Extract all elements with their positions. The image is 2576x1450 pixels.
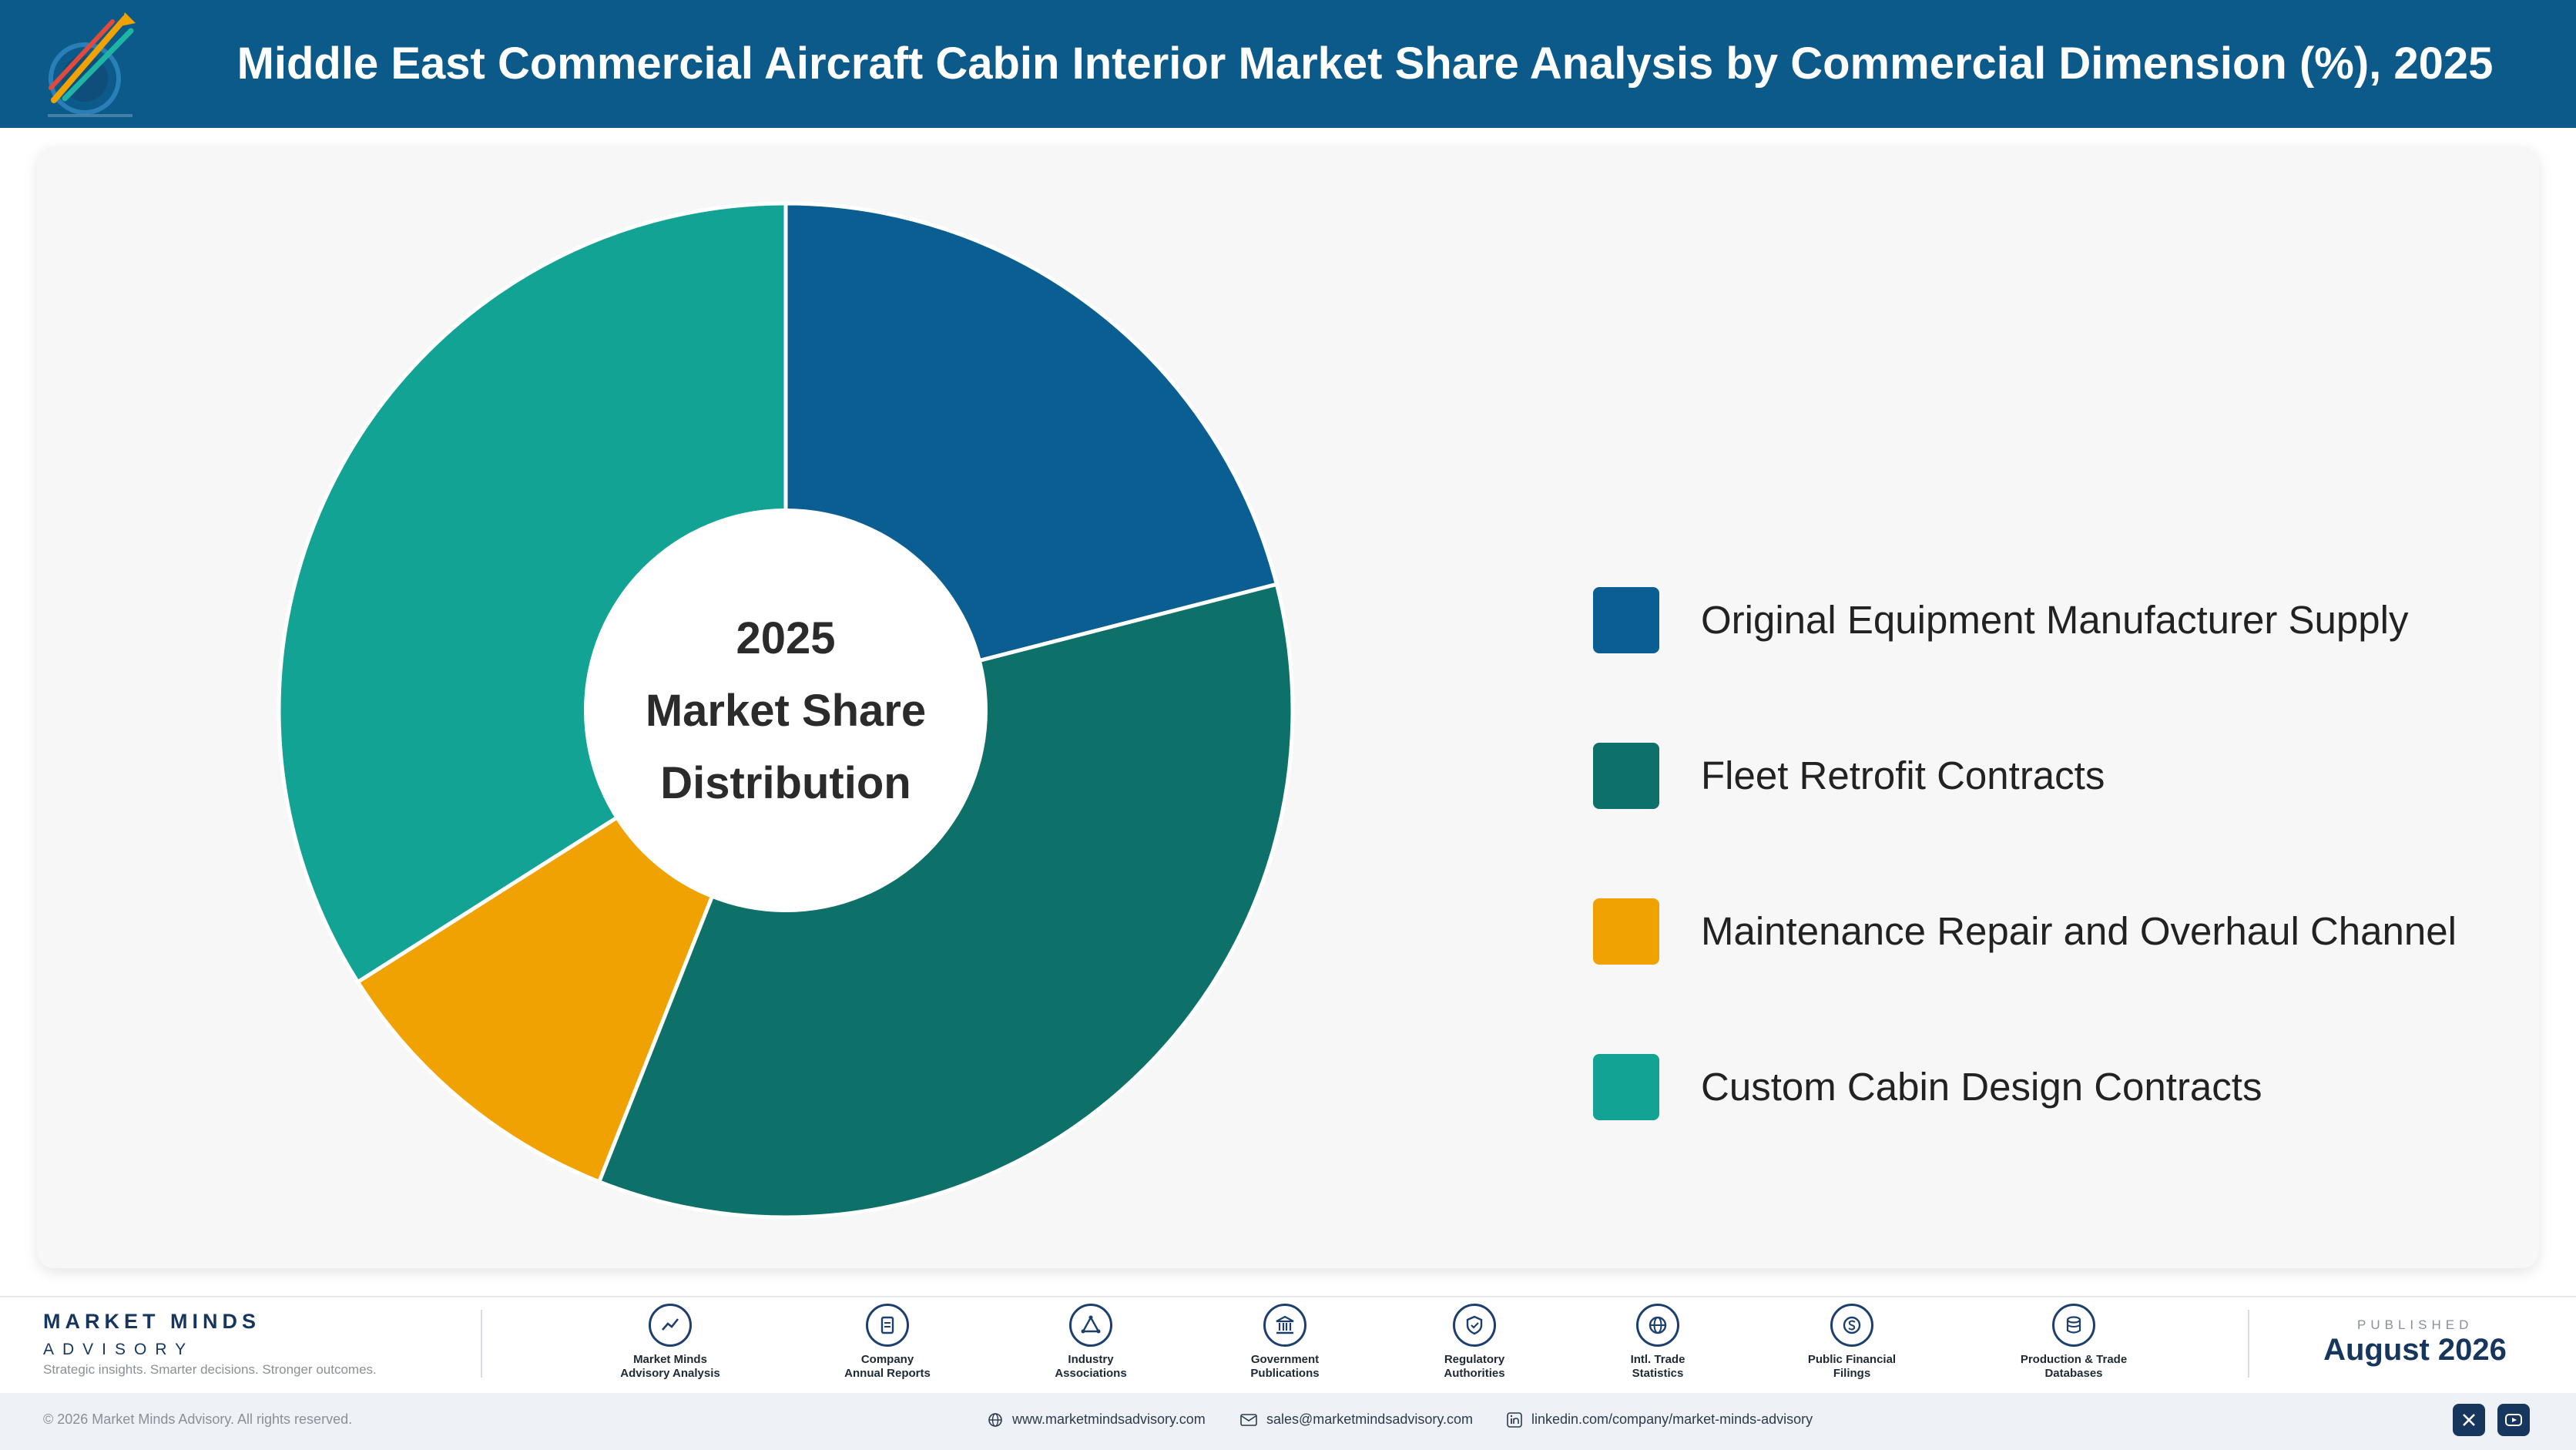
center-label-line-3: Distribution	[660, 758, 911, 808]
page-title: Middle East Commercial Aircraft Cabin In…	[236, 39, 2494, 89]
email-text: sales@marketmindsadvisory.com	[1266, 1411, 1474, 1427]
source-label-line2: Authorities	[1444, 1367, 1505, 1380]
source-label-line1: Company	[860, 1353, 914, 1366]
legend-swatch	[1593, 587, 1659, 653]
globe-icon	[1636, 1304, 1679, 1347]
copyright-text: © 2026 Market Minds Advisory. All rights…	[43, 1411, 353, 1427]
legend-label: Custom Cabin Design Contracts	[1701, 1065, 2262, 1109]
donut-hole	[584, 509, 988, 912]
source-item: Company Annual Reports	[799, 1304, 976, 1381]
source-item: Public Financial Filings	[1763, 1304, 1940, 1381]
source-label: Public Financial Filings	[1763, 1353, 1940, 1381]
brand-tagline: Strategic insights. Smarter decisions. S…	[43, 1362, 377, 1377]
source-label-line1: Government	[1250, 1353, 1320, 1366]
legend-label: Maintenance Repair and Overhaul Channel	[1701, 909, 2457, 953]
database-icon	[2052, 1304, 2095, 1347]
source-label-line2: Advisory Analysis	[620, 1367, 720, 1380]
legend-item: Fleet Retrofit Contracts	[1593, 743, 2517, 809]
shield-check-icon	[1453, 1304, 1496, 1347]
source-item: Industry Associations	[1002, 1304, 1179, 1381]
source-label-line2: Statistics	[1632, 1367, 1684, 1380]
source-label: Intl. Trade Statistics	[1569, 1353, 1746, 1381]
legend-label: Fleet Retrofit Contracts	[1701, 754, 2105, 797]
youtube-icon	[2505, 1414, 2522, 1426]
source-label-line2: Annual Reports	[844, 1367, 931, 1380]
linkedin-text: linkedin.com/company/market-minds-adviso…	[1531, 1411, 1813, 1427]
source-label-line1: Market Minds	[633, 1353, 707, 1366]
header-bar: Middle East Commercial Aircraft Cabin In…	[0, 0, 2576, 128]
source-item: Government Publications	[1196, 1304, 1374, 1381]
company-logo	[48, 12, 136, 117]
brand-name: MARKET MINDS	[43, 1310, 260, 1333]
source-label-line2: Publications	[1250, 1367, 1320, 1380]
source-label: Company Annual Reports	[799, 1353, 976, 1381]
source-label: Government Publications	[1196, 1353, 1374, 1381]
legend-item: Maintenance Repair and Overhaul Channel	[1593, 898, 2517, 965]
source-label: Market Minds Advisory Analysis	[582, 1353, 759, 1381]
legend-swatch	[1593, 743, 1659, 809]
source-label: Industry Associations	[1002, 1353, 1179, 1381]
legend-swatch	[1593, 1054, 1659, 1120]
footer-divider	[481, 1310, 482, 1378]
government-building-icon	[1263, 1304, 1306, 1347]
source-item: Intl. Trade Statistics	[1569, 1304, 1746, 1381]
source-item: Production & Trade Databases	[1985, 1304, 2162, 1381]
center-label-line-1: 2025	[736, 613, 835, 663]
source-item: Market Minds Advisory Analysis	[582, 1304, 759, 1381]
legend-swatch	[1593, 898, 1659, 965]
trend-chart-icon	[649, 1304, 692, 1347]
globe-icon	[988, 1413, 1002, 1428]
source-label-line2: Databases	[2044, 1367, 2103, 1380]
source-label-line1: Production & Trade	[2020, 1353, 2128, 1366]
footer-divider	[2248, 1310, 2249, 1378]
chart-card: 2025 Market Share Distribution Original Eq…	[37, 146, 2539, 1268]
source-label-line2: Associations	[1055, 1367, 1127, 1380]
linkedin-icon	[1507, 1412, 1522, 1428]
email-link[interactable]: sales@marketmindsadvisory.com	[1240, 1411, 1473, 1428]
mail-icon	[1240, 1414, 1257, 1427]
linkedin-link[interactable]: linkedin.com/company/market-minds-adviso…	[1507, 1411, 1813, 1428]
source-label-line1: Regulatory	[1444, 1353, 1505, 1366]
source-label: Regulatory Authorities	[1386, 1353, 1563, 1381]
website-text: www.marketmindsadvisory.com	[1012, 1411, 1206, 1427]
x-icon	[2463, 1414, 2475, 1426]
published-date: August 2026	[2323, 1333, 2507, 1367]
network-icon	[1069, 1304, 1112, 1347]
legend-label: Original Equipment Manufacturer Supply	[1701, 598, 2409, 642]
donut-chart: 2025 Market Share Distribution	[277, 201, 1295, 1220]
center-label-line-2: Market Share	[646, 686, 926, 736]
source-label-line2: Filings	[1833, 1367, 1871, 1380]
pie-slice-2	[596, 582, 1295, 1220]
brand-subtitle: ADVISORY	[43, 1341, 195, 1358]
source-label-line1: Intl. Trade	[1630, 1353, 1685, 1366]
dollar-coin-icon	[1830, 1304, 1873, 1347]
legend-item: Original Equipment Manufacturer Supply	[1593, 587, 2517, 653]
youtube-social-button[interactable]	[2497, 1404, 2530, 1436]
source-item: Regulatory Authorities	[1386, 1304, 1563, 1381]
source-label: Production & Trade Databases	[1985, 1353, 2162, 1381]
footer-bottom-bar	[0, 1393, 2576, 1450]
source-label-line1: Industry	[1068, 1353, 1114, 1366]
legend-item: Custom Cabin Design Contracts	[1593, 1054, 2517, 1120]
document-icon	[866, 1304, 909, 1347]
published-label: PUBLISHED	[2357, 1317, 2474, 1332]
x-social-button[interactable]	[2453, 1404, 2485, 1436]
source-label-line1: Public Financial	[1807, 1353, 1897, 1366]
website-link[interactable]: www.marketmindsadvisory.com	[988, 1411, 1206, 1428]
